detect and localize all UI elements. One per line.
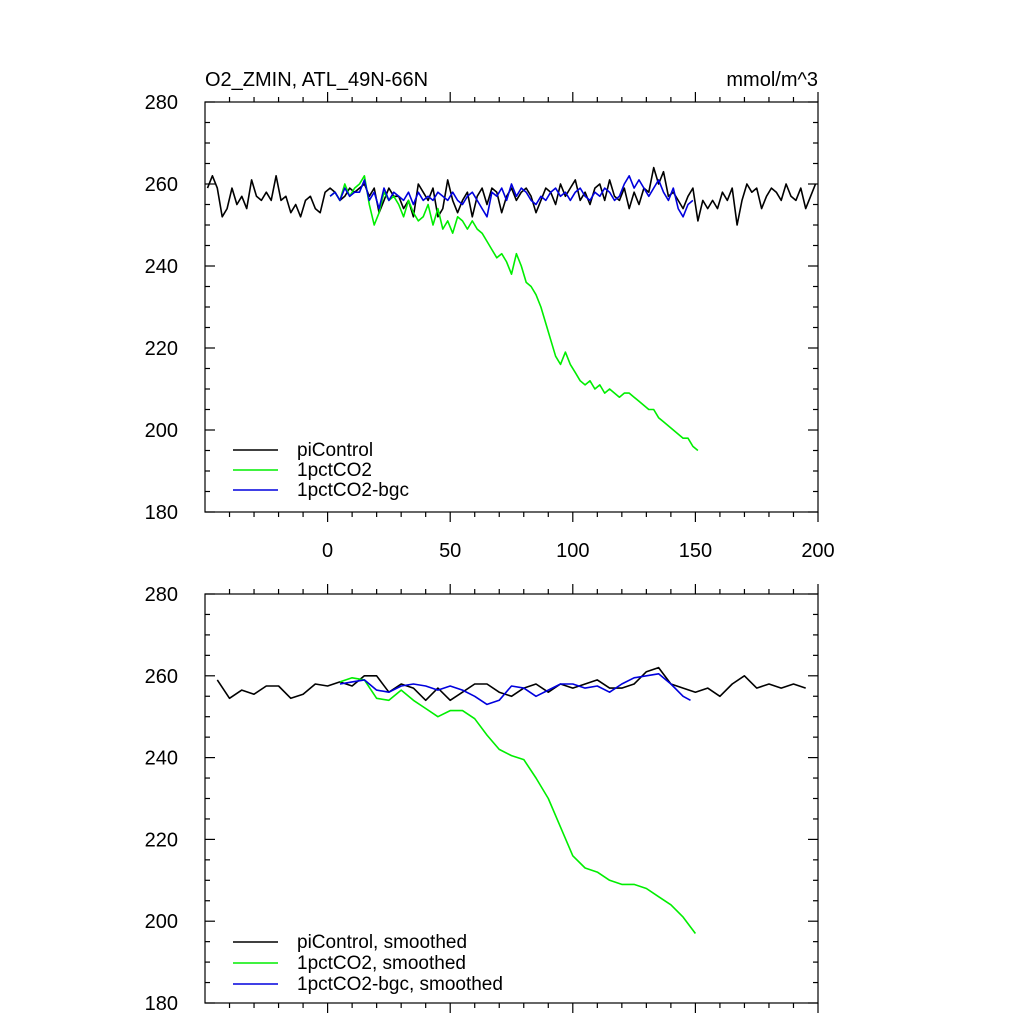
bottom-series-line-1pctco2 (339, 676, 697, 934)
top-x-tick-label: 100 (556, 540, 589, 562)
bottom-y-tick-label: 220 (145, 829, 178, 851)
legend-entry-label: piControl (297, 440, 373, 461)
top-series-line-1pctco2 (329, 175, 699, 452)
bottom-series-line-1pctco2-bgc (339, 672, 691, 706)
top-y-tick-label: 200 (145, 420, 178, 442)
top-x-tick-label: 50 (439, 540, 461, 562)
top-y-tick-label: 280 (145, 92, 178, 114)
top-y-tick-label: 220 (145, 338, 178, 360)
top-x-tick-label: 0 (322, 540, 333, 562)
legend-entry-label: 1pctCO2, smoothed (297, 953, 466, 974)
bottom-y-tick-label: 180 (145, 993, 178, 1015)
legend-entry-label: 1pctCO2-bgc (297, 480, 409, 501)
bottom-series-line-picontrol (216, 666, 806, 702)
top-y-tick-label: 260 (145, 174, 178, 196)
chart-title: O2_ZMIN, ATL_49N-66N (205, 69, 428, 91)
legend-entry-label: piControl, smoothed (297, 932, 467, 953)
bottom-y-tick-label: 260 (145, 666, 178, 688)
top-x-tick-label: 150 (679, 540, 712, 562)
top-x-tick-label: 200 (801, 540, 834, 562)
top-series-line-1pctco2-bgc (329, 175, 694, 218)
top-y-tick-label: 180 (145, 502, 178, 524)
legend-entry-label: 1pctCO2-bgc, smoothed (297, 974, 503, 995)
units-label: mmol/m^3 (726, 69, 818, 91)
bottom-y-tick-label: 280 (145, 584, 178, 606)
legend-entry-label: 1pctCO2 (297, 460, 372, 481)
top-panel: O2_ZMIN, ATL_49N-66N mmol/m^3 180 200 220 2… (145, 69, 835, 562)
bottom-y-tick-label: 240 (145, 748, 178, 770)
bottom-y-tick-label: 200 (145, 911, 178, 933)
top-y-tick-label: 240 (145, 256, 178, 278)
top-series-line-picontrol (206, 166, 817, 226)
